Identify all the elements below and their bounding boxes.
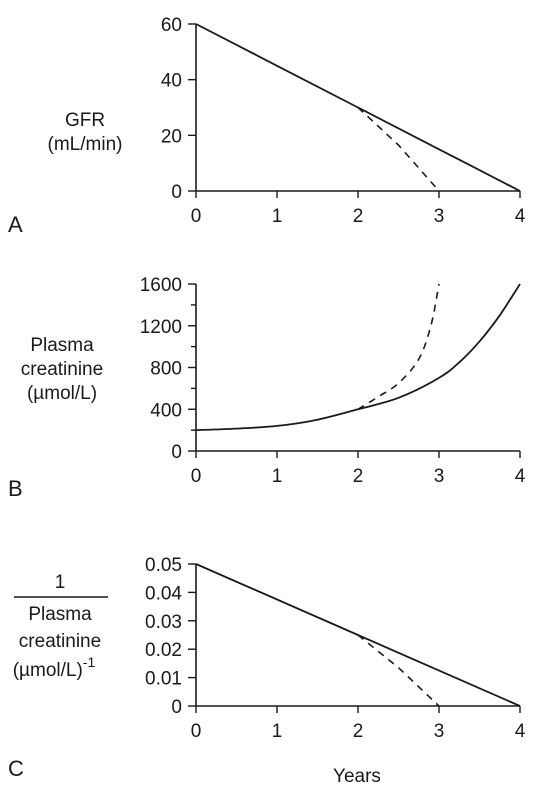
- panel-a-ylabel-line-1: GFR: [65, 110, 105, 131]
- panel-c-x-axis: 0 1 2 3 4: [191, 705, 526, 742]
- panel-a-x-axis: 0 1 2 3 4: [191, 190, 526, 227]
- panel-c-y-tick-label: 0.02: [145, 640, 182, 661]
- panel-b-ylabel-line-3: (µmol/L): [27, 383, 97, 404]
- panel-b-y-tick-label: 800: [150, 359, 182, 380]
- panel-c-letter: C: [8, 756, 24, 781]
- panel-b-solid-line: [195, 283, 521, 431]
- panel-b-letter: B: [8, 476, 23, 501]
- panel-b-y-tick-label: 1600: [140, 275, 182, 296]
- panel-c-ylabel-line-4: (µmol/L)-1: [13, 654, 96, 681]
- panel-a-y-tick-label: 40: [161, 71, 182, 92]
- panel-c-series-group: [195, 563, 521, 707]
- panel-a-y-axis: 0 20 40 60: [161, 15, 197, 203]
- panel-a-y-tick-label: 60: [161, 15, 182, 36]
- panel-a-y-tick-label: 0: [171, 182, 182, 203]
- panel-a-x-tick-label: 2: [353, 206, 364, 227]
- panel-b-ylabel-line-1: Plasma: [30, 335, 94, 356]
- panel-c-y-tick-label: 0.03: [145, 612, 182, 633]
- panel-c-xlabel: Years: [333, 766, 381, 787]
- panel-c-y-tick-label: 0.05: [145, 555, 182, 576]
- panel-b-ylabel-line-2: creatinine: [21, 359, 103, 380]
- panel-c-y-tick-label: 0: [171, 697, 182, 718]
- panel-a-ylabel-line-2: (mL/min): [48, 134, 123, 155]
- panel-a-x-tick-label: 4: [515, 206, 526, 227]
- panel-a-x-tick-label: 3: [434, 206, 445, 227]
- panel-a-x-tick-label: 0: [191, 206, 202, 227]
- panel-c-y-tick-label: 0.01: [145, 669, 182, 690]
- panel-c-x-tick-label: 1: [272, 721, 283, 742]
- panel-c-ylabel-line-2: Plasma: [28, 604, 92, 625]
- panel-c-x-tick-label: 2: [353, 721, 364, 742]
- panel-a-gfr: GFR (mL/min) A 0 20 40 60 0 1 2 3 4: [8, 15, 526, 237]
- panel-b-dashed-line: [357, 283, 440, 410]
- panel-b-y-tick-label: 1200: [140, 317, 182, 338]
- panel-b-x-tick-label: 0: [191, 466, 202, 487]
- panel-c-ylabel-numerator: 1: [55, 572, 66, 593]
- panel-c-x-tick-label: 0: [191, 721, 202, 742]
- panel-b-x-axis: 0 1 2 3 4: [191, 450, 526, 487]
- panel-c-ylabel-superscript: -1: [83, 654, 96, 670]
- panel-b-x-tick-label: 3: [434, 466, 445, 487]
- panel-b-y-axis: 0 400 800 1200 1600: [140, 275, 197, 463]
- panel-b-x-tick-label: 2: [353, 466, 364, 487]
- panel-c-y-tick-label: 0.04: [145, 583, 182, 604]
- panel-b-y-tick-label: 0: [171, 442, 182, 463]
- panel-c-ylabel-unit: (µmol/L): [13, 660, 83, 681]
- panel-c-reciprocal-creatinine: 1 Plasma creatinine (µmol/L)-1 C Years 0…: [8, 555, 526, 787]
- panel-c-dashed-line: [357, 634, 440, 707]
- panel-a-x-tick-label: 1: [272, 206, 283, 227]
- panel-c-x-tick-label: 3: [434, 721, 445, 742]
- panel-b-x-tick-label: 4: [515, 466, 526, 487]
- panel-c-x-tick-label: 4: [515, 721, 526, 742]
- panel-a-series-group: [195, 23, 521, 192]
- panel-b-x-tick-label: 1: [272, 466, 283, 487]
- panel-a-letter: A: [8, 212, 23, 237]
- panel-b-series-group: [195, 283, 521, 431]
- panel-c-ylabel-line-3: creatinine: [19, 631, 101, 652]
- panel-a-dashed-line: [357, 106, 440, 192]
- panel-c-y-axis: 0 0.01 0.02 0.03 0.04 0.05: [145, 555, 197, 718]
- panel-a-y-tick-label: 20: [161, 126, 182, 147]
- panel-b-plasma-creatinine: Plasma creatinine (µmol/L) B 04008001200…: [8, 275, 526, 501]
- panel-b-y-tick-label: 400: [150, 400, 182, 421]
